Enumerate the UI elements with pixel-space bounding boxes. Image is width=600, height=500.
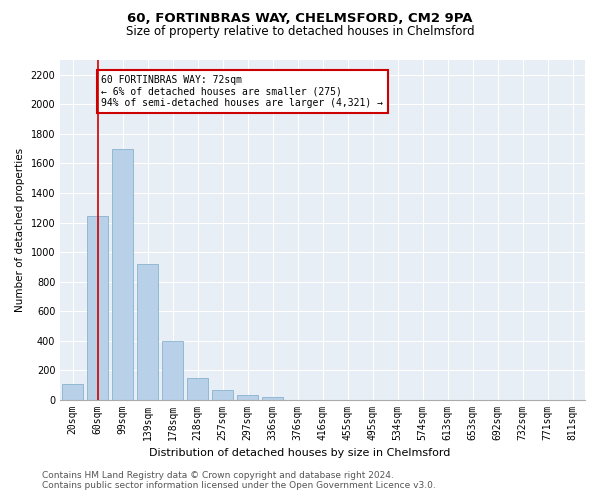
Text: Distribution of detached houses by size in Chelmsford: Distribution of detached houses by size … [149, 448, 451, 458]
Bar [262, 396, 283, 400]
Y-axis label: Number of detached properties: Number of detached properties [15, 148, 25, 312]
Text: Contains public sector information licensed under the Open Government Licence v3: Contains public sector information licen… [42, 481, 436, 490]
Text: Size of property relative to detached houses in Chelmsford: Size of property relative to detached ho… [125, 25, 475, 38]
Text: Contains HM Land Registry data © Crown copyright and database right 2024.: Contains HM Land Registry data © Crown c… [42, 471, 394, 480]
Bar [137, 264, 158, 400]
Bar [237, 394, 258, 400]
Bar [87, 216, 108, 400]
Bar [62, 384, 83, 400]
Bar [187, 378, 208, 400]
Bar [212, 390, 233, 400]
Text: 60, FORTINBRAS WAY, CHELMSFORD, CM2 9PA: 60, FORTINBRAS WAY, CHELMSFORD, CM2 9PA [127, 12, 473, 26]
Bar [162, 341, 183, 400]
Text: 60 FORTINBRAS WAY: 72sqm
← 6% of detached houses are smaller (275)
94% of semi-d: 60 FORTINBRAS WAY: 72sqm ← 6% of detache… [101, 75, 383, 108]
Bar [112, 148, 133, 400]
